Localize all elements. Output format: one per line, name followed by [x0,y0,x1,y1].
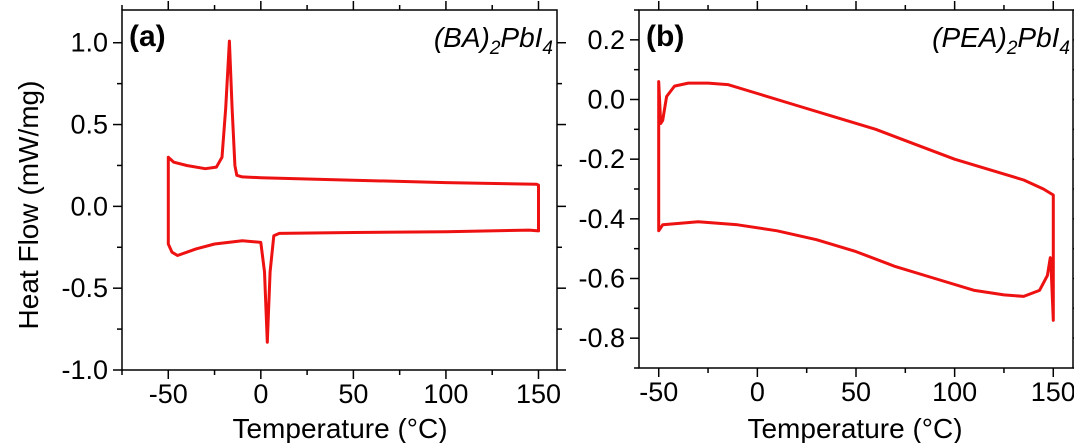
panel-b-ticks [630,1,1074,377]
panel-b-x-tick-labels: -50 0 50 100 150 [639,377,1074,407]
x-tick-label: 0 [253,379,268,409]
x-tick-label: 50 [841,377,871,407]
panel-b-y-tick-labels: -0.8 -0.6 -0.4 -0.2 0.0 0.2 [578,25,625,353]
y-tick-label: -0.4 [578,204,625,234]
x-tick-label: 50 [338,379,368,409]
x-tick-label: -50 [639,377,678,407]
y-tick-label: -0.8 [578,323,625,353]
panel-b-chart: -50 0 50 100 150 -0.8-0.6-0.4-0.20.00.2 (b) … [578,1,1074,443]
x-tick-label: 150 [516,379,561,409]
panel-b-heat-flow-curve [657,80,1055,322]
y-tick-label: 0.0 [587,85,625,115]
panel-a-compound-label: (BA)2PbI4 [434,22,553,59]
panel-a-ticks [113,1,566,379]
x-tick-label: 100 [932,377,977,407]
panel-a-label: (a) [129,20,166,53]
y-tick-label: -0.2 [578,144,625,174]
x-tick-label: -50 [149,379,188,409]
panel-b-x-axis-title: Temperature (°C) [747,413,962,443]
y-tick-label: 0.2 [587,25,625,55]
panel-a-chart: Heat Flow (mW/mg) -50 0 50 100 150 -1.0 -0.5 0… [13,1,566,443]
y-tick-label: -0.5 [61,273,108,303]
x-tick-label: 0 [750,377,765,407]
panel-b-plot-frame [638,9,1074,369]
panel-a-x-tick-labels: -50 0 50 100 150 [149,379,561,409]
y-tick-label: -0.6 [578,264,625,294]
x-tick-label: 100 [423,379,468,409]
panel-a-x-axis-title: Temperature (°C) [232,413,447,443]
y-tick-label: 0.0 [70,191,108,221]
x-tick-label: 150 [1031,377,1074,407]
panel-a-heat-flow-curve [166,39,540,344]
panel-a-y-axis-title: Heat Flow (mW/mg) [13,81,44,330]
y-tick-label: 0.5 [70,110,108,140]
panel-b-label: (b) [646,20,684,53]
panel-a-plot-frame [121,9,558,371]
y-tick-label: -1.0 [61,355,108,385]
panel-b-compound-label: (PEA)2PbI4 [932,22,1070,59]
panel-a-y-tick-labels: -1.0 -0.5 0.0 0.5 1.0 [61,28,108,385]
y-tick-label: 1.0 [70,28,108,58]
